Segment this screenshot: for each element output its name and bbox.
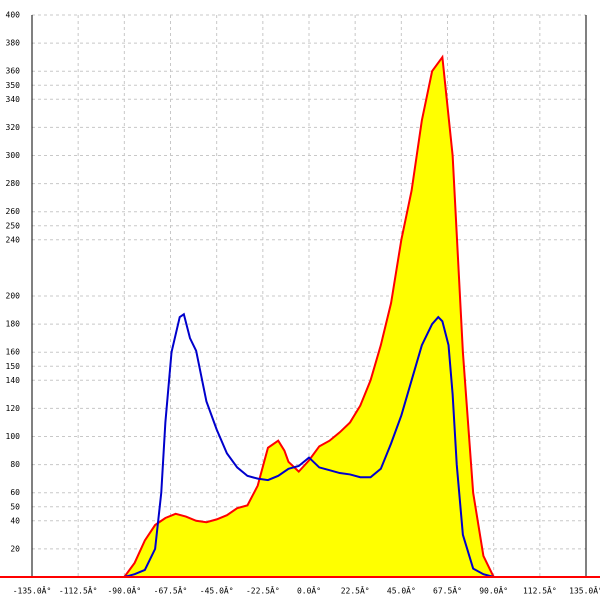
y-tick-label: 400 (6, 11, 21, 20)
x-tick-label: -135.0Â° (13, 585, 52, 596)
y-tick-label: 140 (6, 376, 21, 385)
y-tick-label: 60 (10, 488, 20, 497)
y-tick-label: 300 (6, 151, 21, 160)
x-tick-label: -22.5Â° (246, 585, 280, 596)
y-tick-label: 120 (6, 404, 21, 413)
y-tick-label: 40 (10, 516, 20, 525)
y-tick-label: 340 (6, 95, 21, 104)
line (123, 54, 495, 578)
y-tick-label: 180 (6, 320, 21, 329)
y-tick-label: 260 (6, 207, 21, 216)
x-tick-label: -90.0Â° (107, 585, 141, 596)
x-tick-label: -67.5Â° (154, 585, 188, 596)
y-tick-label: 150 (6, 362, 21, 371)
x-tick-label: 22.5Â° (341, 585, 370, 596)
x-tick-label: 45.0Â° (387, 585, 416, 596)
y-tick-label: 50 (10, 502, 20, 511)
y-tick-label: 240 (6, 235, 21, 244)
y-tick-label: 320 (6, 123, 21, 132)
x-tick-label: 90.0Â° (479, 585, 508, 596)
y-tick-label: 160 (6, 348, 21, 357)
x-tick-label: -45.0Â° (200, 585, 234, 596)
y-tick-label: 20 (10, 544, 20, 553)
y-tick-label: 250 (6, 221, 21, 230)
x-tick-label: 112.5Â° (523, 585, 557, 596)
x-tick-label: -112.5Â° (59, 585, 98, 596)
x-tick-label: 67.5Â° (433, 585, 462, 596)
y-tick-label: 380 (6, 39, 21, 48)
y-tick-label: 350 (6, 81, 21, 90)
y-tick-label: 280 (6, 179, 21, 188)
area (124, 57, 494, 577)
y-tick-label: 200 (6, 292, 21, 301)
y-tick-label: 100 (6, 432, 21, 441)
x-tick-label: 0.0Â° (297, 585, 321, 596)
y-tick-label: 80 (10, 460, 20, 469)
x-tick-label: 135.0Â° (569, 585, 600, 596)
line (124, 312, 494, 578)
y-tick-label: 360 (6, 67, 21, 76)
